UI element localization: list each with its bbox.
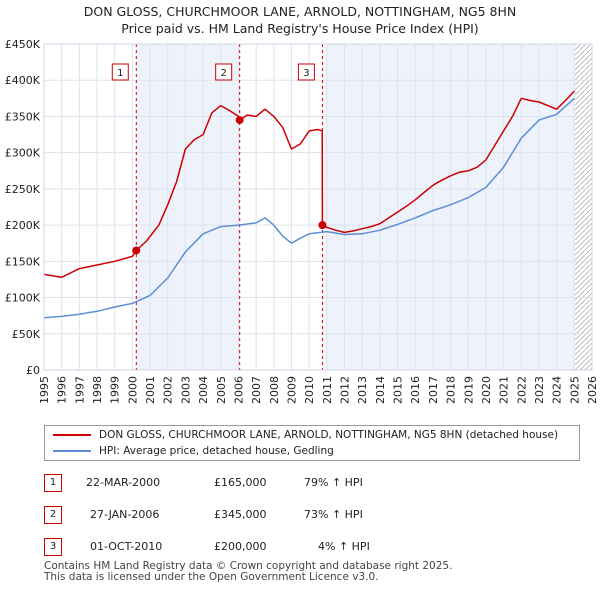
y-tick-label: £150K: [5, 255, 41, 268]
y-tick-label: £50K: [12, 328, 41, 341]
price-chart: £0 £50K £100K £150K £200K £250K £300K £350K £400…: [5, 38, 599, 404]
x-tick-label: 2005: [215, 376, 228, 404]
sale-price: £200,000: [214, 540, 267, 553]
x-tick-label: 2006: [232, 376, 245, 404]
x-tick-label: 2017: [427, 376, 440, 404]
sale-price: £345,000: [214, 508, 267, 521]
sale-point: [132, 246, 141, 255]
sale-number-box: [111, 63, 129, 81]
chart-title: DON GLOSS, CHURCHMOOR LANE, ARNOLD, NOTT…: [83, 4, 517, 19]
sale-marker-box: 3: [44, 538, 62, 556]
x-tick-label: 2021: [498, 376, 511, 404]
x-tick-label: 2012: [339, 376, 352, 404]
x-tick-label: 2024: [551, 376, 564, 404]
y-tick-label: £450K: [5, 38, 41, 51]
x-tick-label: 2016: [409, 376, 422, 404]
x-tick-label: 2003: [179, 376, 192, 404]
y-tick-label: £250K: [5, 183, 41, 196]
y-tick-label: £400K: [5, 74, 41, 87]
y-tick-label: £300K: [5, 147, 41, 160]
x-tick-label: 2009: [285, 376, 298, 404]
sale-number-label: 2: [221, 68, 227, 79]
forecast-hatch: [574, 44, 592, 370]
series-line: [43, 97, 575, 319]
sale-date: 27-JAN-2006: [90, 508, 160, 521]
sale-number-box: [297, 63, 315, 81]
sale-hpi-change: 4% ↑ HPI: [318, 540, 370, 553]
sale-marker-box: 1: [44, 474, 62, 492]
y-tick-label: £200K: [5, 219, 41, 232]
legend-swatch-property: [53, 434, 91, 436]
x-tick-label: 2001: [144, 376, 157, 404]
sale-hpi-change: 73% ↑ HPI: [304, 508, 363, 521]
x-tick-label: 2022: [515, 376, 528, 404]
sale-point: [318, 221, 327, 230]
sale-price: £165,000: [214, 476, 267, 489]
sale-number-box: [215, 63, 233, 81]
x-tick-label: 1995: [38, 376, 51, 404]
x-tick-label: 2002: [162, 376, 175, 404]
x-tick-label: 1999: [109, 376, 122, 404]
y-tick-label: £0: [26, 364, 40, 377]
x-tick-label: 2013: [356, 376, 369, 404]
x-tick-label: 1996: [56, 376, 69, 404]
shaded-period: [322, 44, 575, 370]
shaded-period: [136, 44, 240, 370]
footer-licence: This data is licensed under the Open Gov…: [44, 571, 379, 583]
x-tick-label: 2004: [197, 376, 210, 404]
x-tick-label: 2008: [268, 376, 281, 404]
x-tick-label: 1998: [91, 376, 104, 404]
legend-label-property: DON GLOSS, CHURCHMOOR LANE, ARNOLD, NOTT…: [99, 429, 559, 441]
legend-label-hpi: HPI: Average price, detached house, Gedl…: [99, 445, 334, 457]
x-tick-label: 2014: [374, 376, 387, 404]
sale-number-label: 3: [303, 68, 309, 79]
y-tick-label: £350K: [5, 110, 41, 123]
x-tick-label: 2019: [462, 376, 475, 404]
x-tick-label: 2000: [126, 376, 139, 404]
sale-marker-box: 2: [44, 506, 62, 524]
plot-frame: [43, 43, 593, 371]
x-tick-label: 2026: [586, 376, 599, 404]
x-tick-label: 2020: [480, 376, 493, 404]
x-tick-label: 2025: [568, 376, 581, 404]
sale-date: 22-MAR-2000: [86, 476, 161, 489]
x-tick-label: 2007: [250, 376, 263, 404]
sale-date: 01-OCT-2010: [90, 540, 163, 553]
chart-legend: DON GLOSS, CHURCHMOOR LANE, ARNOLD, NOTT…: [44, 425, 580, 461]
x-tick-label: 2018: [445, 376, 458, 404]
sale-hpi-change: 79% ↑ HPI: [304, 476, 363, 489]
legend-swatch-hpi: [53, 450, 91, 452]
sale-point: [235, 116, 244, 125]
chart-subtitle: Price paid vs. HM Land Registry's House …: [121, 21, 479, 36]
x-tick-label: 2015: [392, 376, 405, 404]
x-tick-label: 1997: [73, 376, 86, 404]
x-tick-label: 2010: [303, 376, 316, 404]
x-tick-label: 2011: [321, 376, 334, 404]
footer-copyright: Contains HM Land Registry data © Crown c…: [44, 560, 453, 572]
y-tick-label: £100K: [5, 292, 41, 305]
footer: Contains HM Land Registry data © Crown c…: [44, 561, 452, 583]
sale-number-label: 1: [117, 68, 123, 79]
x-tick-label: 2023: [533, 376, 546, 404]
